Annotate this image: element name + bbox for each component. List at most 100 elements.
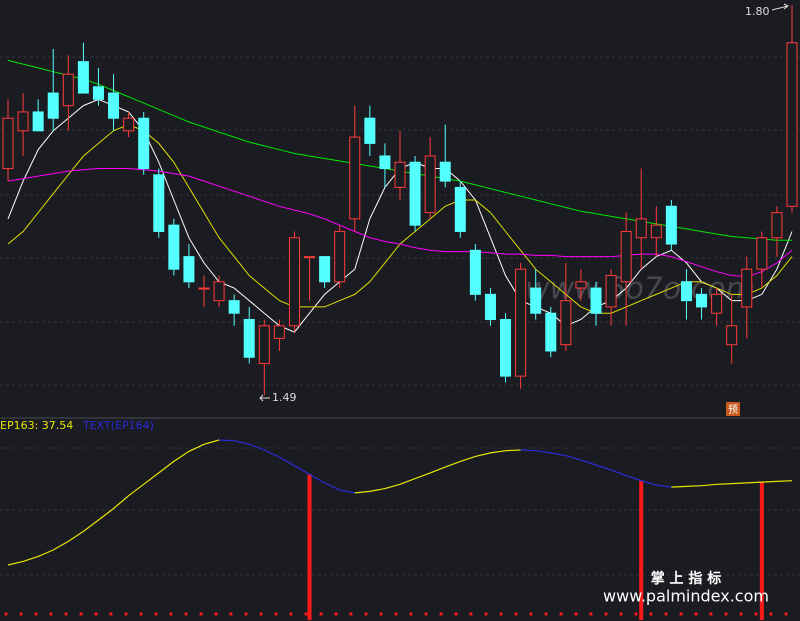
- candle-body: [304, 256, 316, 259]
- signal-bar: [759, 482, 764, 620]
- candle-body: [575, 281, 587, 289]
- bottom-dot: [724, 612, 728, 616]
- candle-body: [635, 218, 647, 239]
- candle-body: [108, 92, 120, 119]
- signal-bar: [307, 474, 312, 620]
- bottom-dot: [694, 612, 698, 616]
- bottom-dot: [604, 612, 608, 616]
- candle-body: [394, 161, 406, 188]
- bottom-dot: [304, 612, 308, 616]
- bottom-dot: [79, 612, 83, 616]
- candle-body: [726, 325, 738, 346]
- signal-bar: [639, 480, 644, 620]
- bottom-dot: [394, 612, 398, 616]
- candle-body: [500, 319, 512, 377]
- bottom-dot: [49, 612, 53, 616]
- bottom-dot: [154, 612, 158, 616]
- brand: 掌 上 指 标: [651, 570, 722, 587]
- bottom-dot: [754, 612, 758, 616]
- candle-body: [153, 174, 165, 232]
- indicator-line: [671, 480, 793, 488]
- min-label: 1.49: [272, 391, 297, 404]
- bottom-dot: [184, 612, 188, 616]
- candle-body: [711, 293, 723, 314]
- candle-body: [17, 111, 29, 132]
- indicator-panel: [4, 439, 793, 620]
- bottom-dot: [739, 612, 743, 616]
- candle-body: [424, 155, 436, 214]
- bottom-dot: [124, 612, 128, 616]
- bottom-dot: [709, 612, 713, 616]
- candle-body: [258, 325, 270, 365]
- bottom-dot: [484, 612, 488, 616]
- bottom-dot: [784, 612, 788, 616]
- max-label: 1.80: [745, 5, 770, 18]
- candle-body: [786, 42, 798, 207]
- bottom-dot: [589, 612, 593, 616]
- candle-body: [47, 92, 59, 119]
- candle-body: [92, 86, 104, 100]
- candle-body: [590, 287, 602, 314]
- site: www.palmindex.com: [603, 587, 769, 606]
- bottom-dot: [439, 612, 443, 616]
- indicator-line: [7, 439, 220, 566]
- candle-body: [273, 325, 285, 339]
- candle-body: [469, 249, 481, 295]
- grid: [0, 56, 800, 576]
- tag-box: [726, 402, 740, 416]
- candle-body: [198, 287, 210, 290]
- candle-body: [771, 212, 783, 239]
- bottom-dot: [34, 612, 38, 616]
- bottom-dot: [619, 612, 623, 616]
- candle-body: [454, 186, 466, 232]
- bottom-dot: [424, 612, 428, 616]
- bottom-dot: [409, 612, 413, 616]
- candle-body: [62, 73, 74, 107]
- bottom-dot: [559, 612, 563, 616]
- candle-body: [288, 237, 300, 327]
- bottom-dot: [469, 612, 473, 616]
- candle-body: [138, 117, 150, 170]
- bottom-dot: [109, 612, 113, 616]
- candle-body: [243, 319, 255, 358]
- candle-body: [650, 224, 662, 239]
- candle-body: [364, 117, 376, 144]
- bottom-dot: [214, 612, 218, 616]
- candle-body: [123, 117, 135, 132]
- candle-body: [620, 230, 632, 283]
- bottom-dot: [19, 612, 23, 616]
- bottom-dot: [244, 612, 248, 616]
- indicator-sublabel: TEXT(EP164): [82, 419, 154, 432]
- bottom-dot: [499, 612, 503, 616]
- candle-body: [168, 224, 180, 270]
- bottom-dot: [769, 612, 773, 616]
- bottom-dot: [289, 612, 293, 616]
- indicator-line: [354, 449, 521, 494]
- bottom-dot: [4, 612, 8, 616]
- candle-body: [2, 117, 14, 170]
- candle-body: [32, 111, 44, 132]
- candle-body: [530, 287, 542, 314]
- bottom-dot: [349, 612, 353, 616]
- tag: 预: [728, 404, 738, 416]
- candle-body: [545, 312, 557, 352]
- bottom-dot: [64, 612, 68, 616]
- candle-body: [334, 230, 346, 283]
- bottom-dot: [649, 612, 653, 616]
- candle-body: [756, 237, 768, 270]
- candle-body: [213, 281, 225, 302]
- bottom-dot: [454, 612, 458, 616]
- moving-average: [7, 168, 793, 278]
- candle-body: [228, 300, 240, 314]
- bottom-dot: [274, 612, 278, 616]
- bottom-dot: [634, 612, 638, 616]
- candle-body: [484, 293, 496, 321]
- candle-body: [379, 155, 391, 170]
- candle-body: [77, 61, 89, 94]
- bottom-dot: [679, 612, 683, 616]
- min-arrow: [259, 394, 270, 402]
- bottom-dot: [169, 612, 173, 616]
- bottom-dot: [199, 612, 203, 616]
- bottom-dot: [664, 612, 668, 616]
